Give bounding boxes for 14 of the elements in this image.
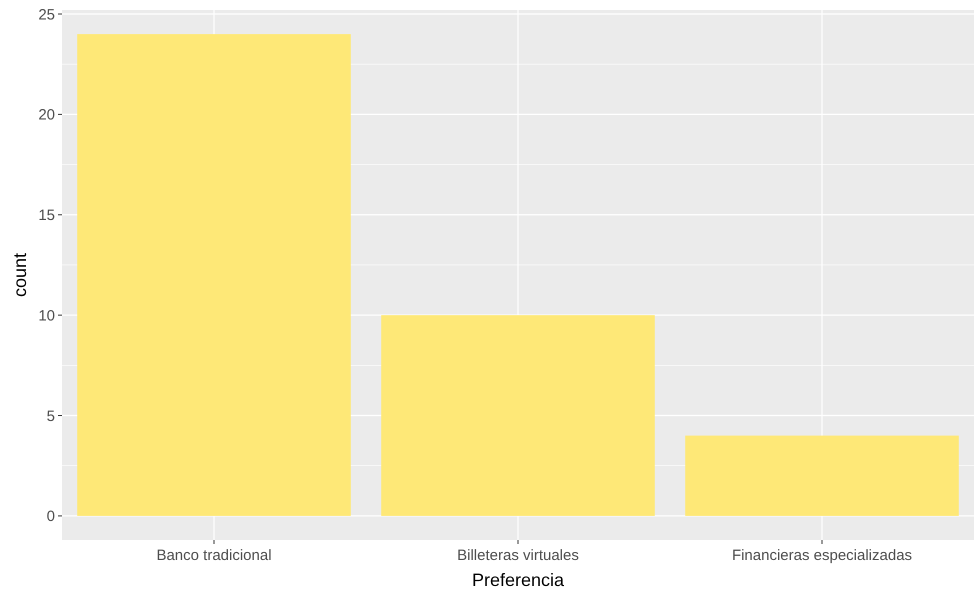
y-tick-label: 15: [38, 207, 55, 224]
y-tick-label: 10: [38, 307, 55, 324]
x-tick-label: Financieras especializadas: [732, 547, 912, 564]
x-axis-title: Preferencia: [472, 570, 566, 590]
x-tick-label: Billeteras virtuales: [457, 547, 579, 564]
y-tick-label: 0: [46, 508, 55, 526]
y-tick-label: 20: [38, 106, 55, 124]
y-tick-label: 25: [38, 6, 55, 24]
bar: [381, 315, 655, 516]
bar: [685, 436, 959, 516]
x-tick-label: Banco tradicional: [156, 547, 272, 564]
bar: [77, 34, 351, 516]
y-tick-label: 5: [46, 408, 55, 425]
y-axis-title: count: [10, 252, 30, 298]
